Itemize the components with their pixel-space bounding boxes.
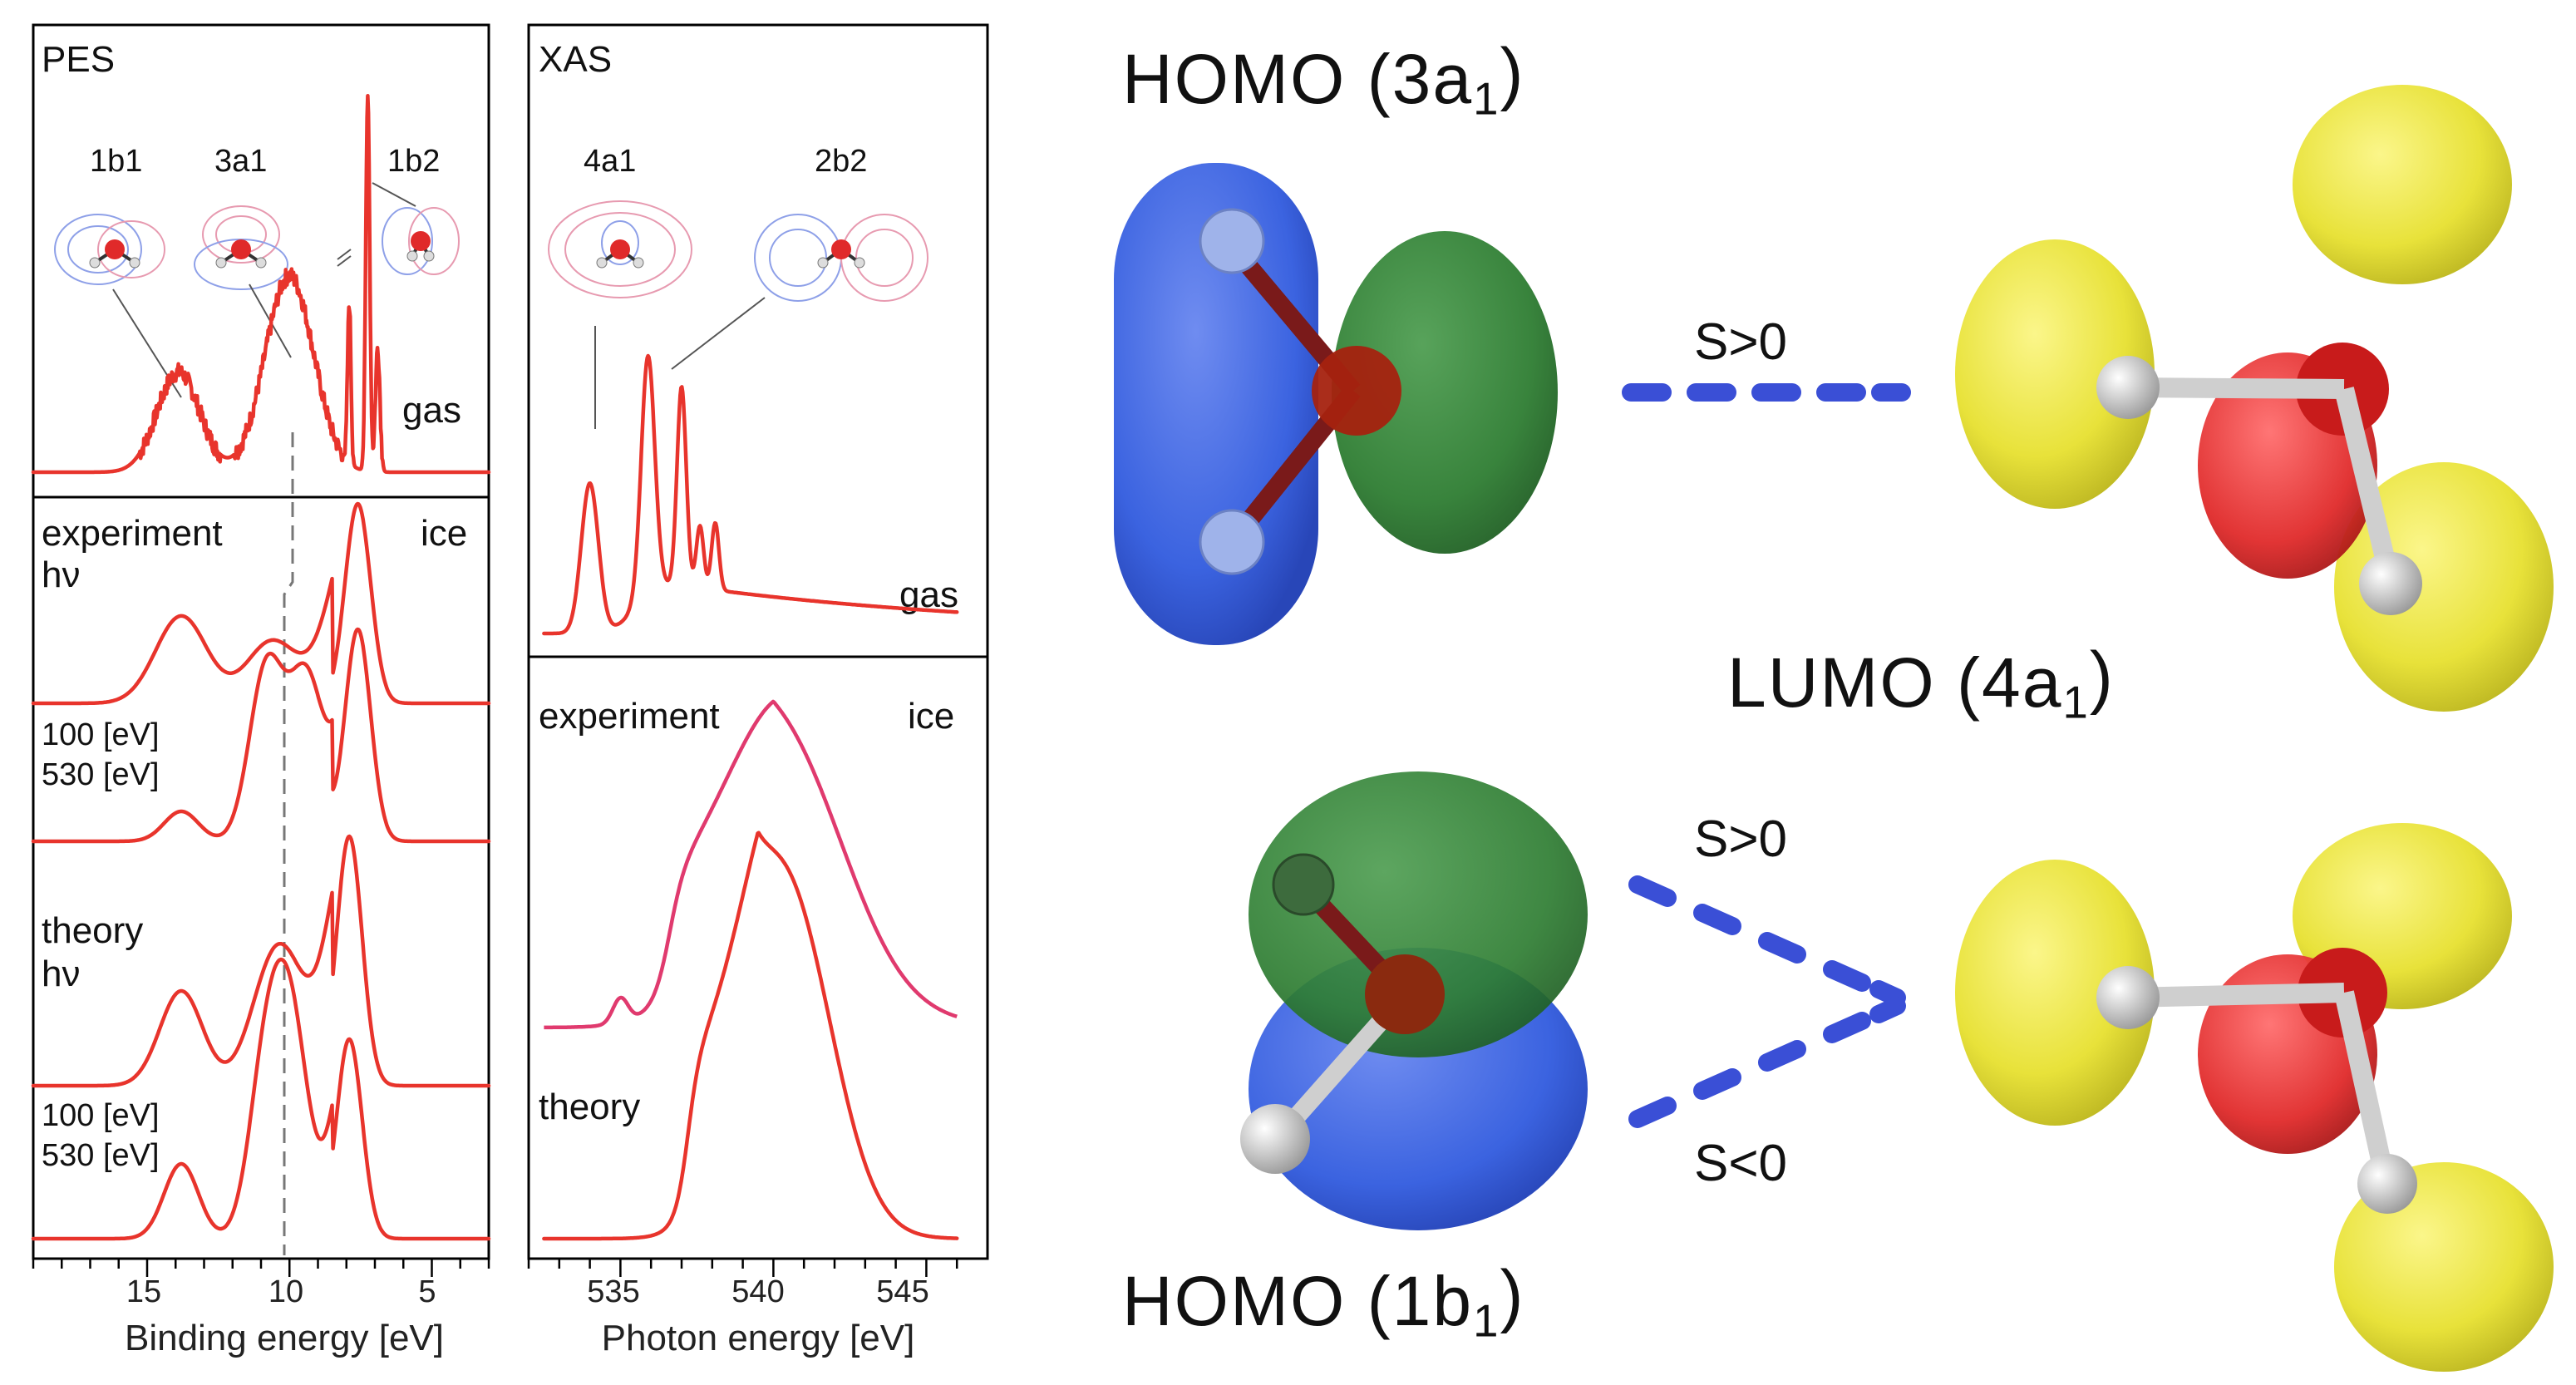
- lumo-4a1-label: LUMO (4a1): [1727, 638, 2115, 728]
- pes-tick-10: 10: [268, 1274, 303, 1309]
- xas-xlabel: Photon energy [eV]: [602, 1318, 915, 1358]
- pes-energy-label-100-experiment: 100 [eV]: [42, 717, 160, 752]
- pes-label: PES: [42, 39, 115, 80]
- xas-tick-535: 535: [587, 1274, 639, 1309]
- pes-energy-label-100-theory: 100 [eV]: [42, 1098, 160, 1133]
- overlap-label-top-positive: S>0: [1694, 313, 1787, 371]
- pes-orbital-1b2-icon: [382, 207, 460, 275]
- pes-orbital-label-1b2: 1b2: [387, 144, 440, 179]
- pes-orbital-label-1b1: 1b1: [90, 144, 142, 179]
- pes-break-mark-2: [337, 255, 352, 267]
- xas-minor-ticks: [527, 1259, 958, 1277]
- pes-orbital-label-3a1: 3a1: [214, 144, 267, 179]
- pes-hv-label-experiment: hν: [42, 554, 80, 595]
- pes-leader-1b2: [372, 182, 416, 207]
- xas-tick-540: 540: [731, 1274, 784, 1309]
- pes-orbital-1b1-icon: [54, 214, 165, 285]
- overlap-label-bottom-positive: S>0: [1694, 811, 1787, 868]
- xas-panel: XAS 4a1 2b2 gas experiment i: [527, 23, 989, 1358]
- xas-theory-spectrum: [542, 831, 959, 1241]
- homo-1b1-orbital: [1240, 771, 1588, 1230]
- xas-orbital-label-2b2: 2b2: [815, 144, 867, 179]
- pes-theory-label: theory: [42, 910, 143, 951]
- homo-3a1-orbital: [1114, 163, 1558, 645]
- pes-hv-label-theory: hν: [42, 954, 80, 994]
- pes-theory-100ev-spectrum: [31, 834, 491, 1088]
- homo-1b1-label: HOMO (1b1): [1122, 1256, 1524, 1347]
- xas-leader-2b2: [671, 297, 766, 370]
- xas-experiment-spectrum: [543, 699, 958, 1030]
- pes-experiment-530ev-spectrum: [31, 627, 491, 844]
- pes-ice-label: ice: [421, 513, 467, 554]
- pes-gas-spectrum: [31, 94, 491, 475]
- lumo-4a1-orbital-bottom: [1955, 823, 2554, 1372]
- xas-tick-545: 545: [876, 1274, 928, 1309]
- pes-energy-label-530-theory: 530 [eV]: [42, 1138, 160, 1173]
- xas-orbital-2b2-icon: [754, 214, 928, 302]
- pes-minor-ticks: [32, 1259, 490, 1277]
- pes-energy-label-530-experiment: 530 [eV]: [42, 757, 160, 792]
- pes-gas-label: gas: [402, 390, 461, 431]
- pes-theory-530ev-spectrum: [31, 957, 491, 1241]
- xas-orbital-label-4a1: 4a1: [584, 144, 636, 179]
- xas-gas-spectrum: [542, 353, 959, 636]
- xas-frame-bottom: [527, 655, 989, 1260]
- xas-frame-top: [527, 23, 989, 658]
- overlap-dashes-bottom-lower: [1628, 997, 1906, 1128]
- orbital-illustrations: HOMO (3a1) S>0: [1114, 34, 2554, 1372]
- pes-dashed-guide: [283, 432, 294, 1255]
- overlap-label-bottom-negative: S<0: [1694, 1135, 1787, 1192]
- xas-theory-label: theory: [539, 1087, 640, 1127]
- homo-3a1-label: HOMO (3a1): [1122, 34, 1524, 125]
- overlap-dashes-bottom-upper: [1628, 875, 1906, 1007]
- pes-tick-5: 5: [418, 1274, 436, 1309]
- pes-panel: PES 1b1 3a1 1b2: [31, 23, 491, 1358]
- pes-orbital-3a1-icon: [194, 205, 288, 290]
- pes-xlabel: Binding energy [eV]: [125, 1318, 444, 1358]
- pes-experiment-label: experiment: [42, 513, 223, 554]
- lumo-4a1-orbital-top: [1955, 85, 2554, 712]
- pes-experiment-100ev-spectrum: [31, 501, 491, 706]
- xas-orbital-4a1-icon: [548, 200, 692, 298]
- xas-label: XAS: [539, 39, 612, 80]
- pes-break-mark-1: [337, 249, 352, 260]
- pes-tick-15: 15: [126, 1274, 161, 1309]
- xas-experiment-label: experiment: [539, 696, 720, 737]
- xas-ice-label: ice: [908, 696, 954, 737]
